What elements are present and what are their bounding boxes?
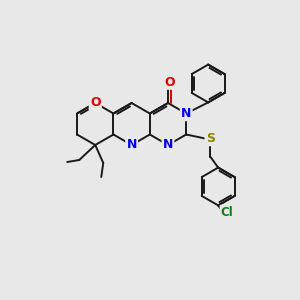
Text: S: S [206,132,215,145]
Text: N: N [126,139,137,152]
Text: N: N [163,139,173,152]
Text: O: O [90,97,101,110]
Text: N: N [181,107,191,120]
Text: O: O [164,76,175,88]
Text: Cl: Cl [221,206,234,219]
